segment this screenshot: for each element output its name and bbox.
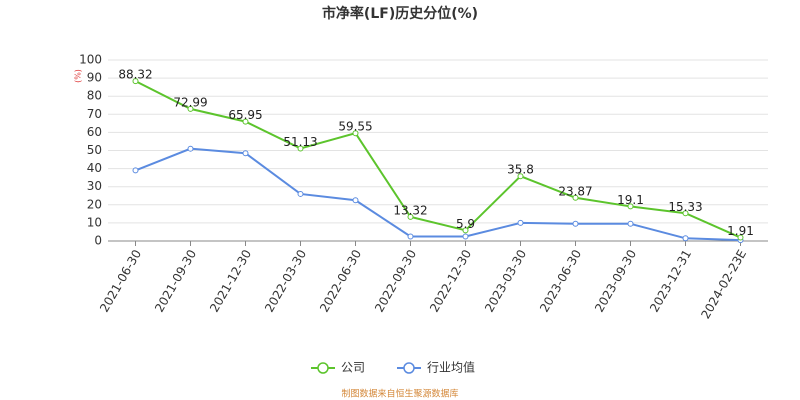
data-label: 51.13 [283,135,317,149]
y-tick-label: 0 [94,234,102,248]
data-point [352,197,359,204]
data-label: 19.1 [617,193,644,207]
data-point [407,213,414,220]
x-tick-label: 2021-12-30 [207,247,254,314]
data-point [297,145,304,152]
y-tick-label: 40 [87,161,102,175]
data-point [462,227,469,234]
data-point [132,78,139,85]
data-point [132,167,139,174]
data-point [572,194,579,201]
data-point [352,130,359,137]
data-label: 1.91 [727,224,754,238]
data-point [462,233,469,240]
x-tick-label: 2022-09-30 [372,247,419,314]
source-note: 制图数据来自恒生聚源数据库 [341,388,458,400]
x-tick-label: 2023-03-30 [482,247,529,314]
data-label: 59.55 [338,120,372,134]
y-tick-label: 10 [87,215,102,229]
x-tick-label: 2023-09-30 [592,247,639,314]
data-point [242,150,249,157]
y-tick-label: 30 [87,179,102,193]
x-tick-label: 2023-06-30 [537,247,584,314]
x-tick-label: 2021-06-30 [97,247,144,314]
data-point [682,235,689,242]
y-tick-label: 90 [87,71,102,85]
x-tick-label: 2021-09-30 [152,247,199,314]
series-line [135,80,741,239]
data-label: 72.99 [173,95,207,109]
y-tick-label: 50 [87,143,102,157]
chart-title: 市净率(LF)历史分位(%) [322,5,478,22]
data-label: 13.32 [393,203,427,217]
y-tick-label: 60 [87,125,102,139]
data-point [627,220,634,227]
data-point [737,234,744,241]
data-point [187,145,194,152]
data-point [627,203,634,210]
data-label: 23.87 [558,184,592,198]
data-label: 35.8 [507,163,534,177]
legend-label: 公司 [341,361,365,375]
x-tick-label: 2022-12-30 [427,247,474,314]
data-label: 65.95 [228,108,262,122]
data-point [297,190,304,197]
x-tick-label: 2022-03-30 [262,247,309,314]
legend-label: 行业均值 [427,360,475,375]
data-point [572,220,579,227]
y-unit: (%) [74,69,83,83]
series-line [135,147,741,242]
x-tick-label: 2023-12-31 [647,247,694,314]
y-tick-label: 100 [79,53,102,67]
x-tick-label: 2022-06-30 [317,247,364,314]
data-point [682,210,689,217]
data-point [407,233,414,240]
y-tick-label: 20 [87,197,102,211]
y-tick-label: 80 [87,89,102,103]
legend-marker [317,362,329,374]
data-point [187,105,194,112]
x-tick-label: 2024-02-23E [698,247,749,321]
data-label: 88.32 [118,68,152,82]
data-point [517,219,524,226]
data-label: 5.9 [456,217,475,231]
y-tick-label: 70 [87,107,102,121]
legend-marker [403,362,415,374]
data-point [517,173,524,180]
data-label: 15.33 [668,200,702,214]
data-point [242,118,249,125]
